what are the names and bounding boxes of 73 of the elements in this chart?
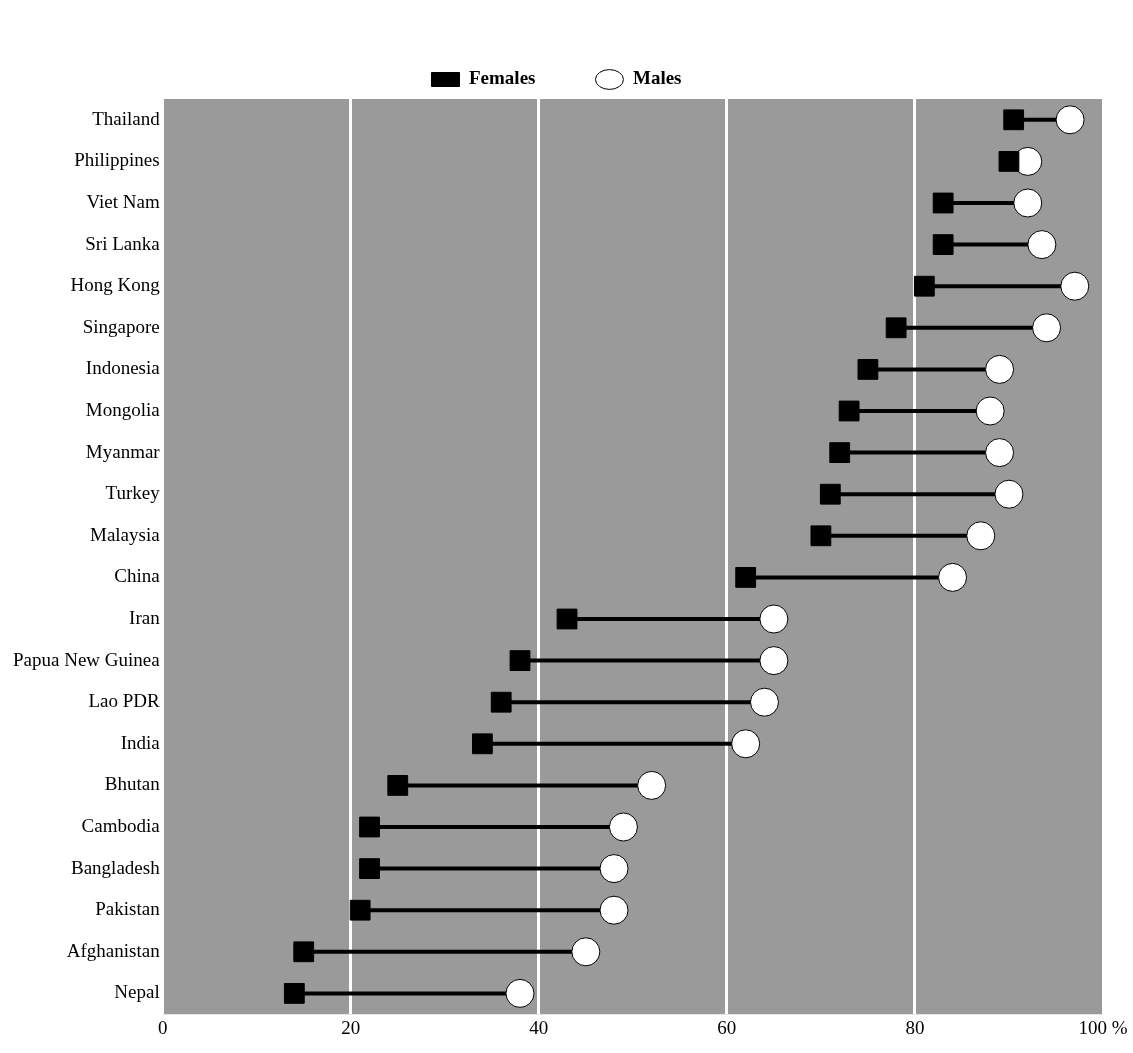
- x-tick-label: 100 %: [1078, 1016, 1128, 1038]
- point: [608, 812, 638, 842]
- y-tick-label: Mongolia: [85, 398, 161, 420]
- point: [599, 854, 629, 884]
- point: [599, 895, 629, 925]
- y-tick-label: Singapore: [82, 315, 160, 337]
- y-tick-label: China: [114, 565, 161, 587]
- point: [819, 483, 841, 505]
- point: [885, 317, 907, 339]
- point: [749, 687, 779, 717]
- x-tick-label: 40: [529, 1016, 549, 1038]
- y-tick-label: Papua New Guinea: [12, 648, 161, 670]
- y-tick-label: Thailand: [92, 107, 161, 129]
- y-tick-label: Lao PDR: [88, 690, 160, 712]
- y-tick-label: Bhutan: [104, 773, 161, 795]
- x-tick-label: 60: [717, 1016, 737, 1038]
- point: [387, 775, 409, 796]
- y-tick-label: Hong Kong: [70, 274, 161, 296]
- point: [637, 770, 667, 800]
- point: [471, 733, 493, 755]
- point: [932, 234, 954, 255]
- legend-label: Males: [632, 67, 682, 89]
- point: [509, 650, 531, 671]
- y-tick-label: Pakistan: [95, 898, 161, 920]
- point: [857, 359, 879, 380]
- y-tick-label: Myanmar: [85, 440, 161, 462]
- y-tick-label: Philippines: [74, 149, 160, 171]
- point: [985, 438, 1015, 468]
- x-tick-label: 80: [905, 1016, 925, 1038]
- x-tick-label: 20: [341, 1016, 361, 1038]
- y-tick-label: Bangladesh: [71, 856, 161, 878]
- y-tick-label: Nepal: [114, 981, 160, 1003]
- y-tick-label: Afghanistan: [66, 939, 161, 961]
- point: [994, 479, 1024, 509]
- point: [810, 525, 832, 547]
- point: [556, 608, 578, 630]
- y-tick-label: Turkey: [105, 482, 161, 504]
- point: [505, 978, 535, 1008]
- y-tick-label: Indonesia: [85, 357, 161, 379]
- point: [359, 858, 380, 879]
- y-tick-label: Sri Lanka: [85, 232, 161, 254]
- point: [838, 400, 860, 422]
- point: [759, 604, 789, 634]
- point: [1032, 313, 1062, 343]
- point: [1055, 105, 1085, 135]
- point: [1013, 188, 1043, 218]
- point: [571, 937, 601, 967]
- point: [985, 354, 1015, 384]
- point: [1060, 271, 1090, 301]
- point: [359, 816, 380, 838]
- point: [759, 646, 789, 676]
- y-tick-label: Viet Nam: [86, 190, 160, 212]
- point: [293, 941, 315, 963]
- point: [938, 562, 968, 592]
- point: [490, 691, 512, 713]
- x-tick-label: 0: [157, 1016, 168, 1038]
- point: [975, 396, 1005, 426]
- y-tick-label: India: [120, 731, 161, 753]
- legend-label: Females: [468, 67, 536, 89]
- point: [349, 899, 371, 921]
- point: [283, 983, 305, 1004]
- y-tick-label: Cambodia: [81, 814, 161, 836]
- point: [998, 151, 1020, 172]
- point: [735, 567, 757, 588]
- point: [1027, 230, 1057, 260]
- y-tick-label: Iran: [129, 606, 161, 628]
- point: [913, 275, 935, 297]
- point: [932, 192, 954, 214]
- y-tick-label: Malaysia: [90, 523, 161, 545]
- point: [966, 521, 996, 551]
- point: [731, 729, 761, 759]
- point: [829, 442, 851, 463]
- point: [1003, 109, 1025, 131]
